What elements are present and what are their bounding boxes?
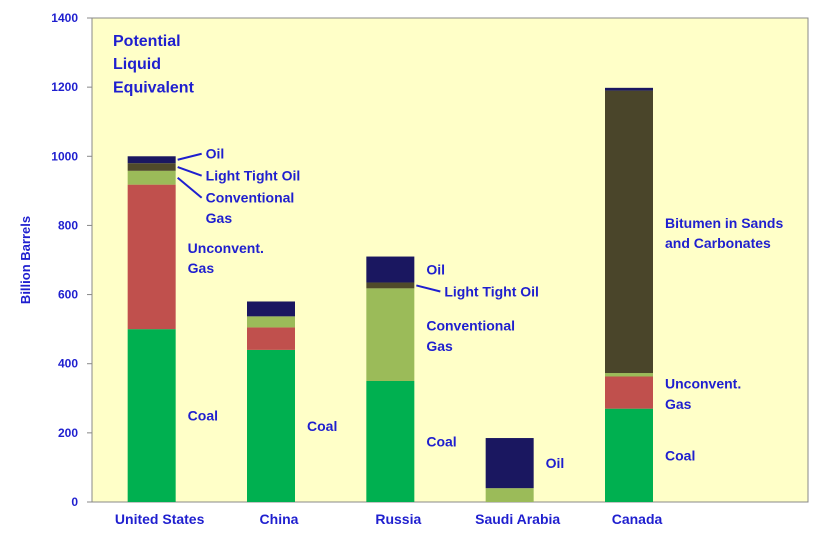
leader-line — [177, 152, 202, 161]
segment-label: Light Tight Oil — [444, 284, 539, 300]
segment-label: Unconvent. Gas — [665, 376, 741, 412]
bar-segment — [247, 316, 295, 328]
segment-label: Conventional Gas — [206, 190, 295, 226]
bar-segment — [366, 256, 415, 283]
bar-segment — [366, 288, 415, 381]
segment-label: Coal — [188, 408, 218, 424]
bar-segment — [605, 87, 653, 91]
segment-label: Oil — [546, 455, 565, 471]
segment-label: Light Tight Oil — [206, 168, 301, 184]
segment-label: Coal — [665, 447, 695, 463]
segment-label: Conventional Gas — [426, 318, 515, 354]
leader-line — [177, 176, 203, 199]
y-tick-label: 1200 — [51, 80, 78, 94]
bar-segment — [247, 327, 295, 350]
y-tick-label: 200 — [58, 426, 78, 440]
bar-segment — [366, 282, 415, 289]
bar-segment — [127, 184, 176, 330]
y-tick-label: 1400 — [51, 11, 78, 25]
bar-segment — [247, 349, 295, 502]
segment-label: Oil — [206, 146, 225, 162]
y-tick-label: 800 — [58, 218, 78, 232]
bar-segment — [605, 373, 653, 377]
leader-line — [177, 166, 203, 177]
leader-line — [416, 284, 441, 293]
bar-segment — [127, 163, 176, 171]
segment-label: Bitumen in Sands and Carbonates — [665, 215, 783, 251]
y-tick-label: 400 — [58, 357, 78, 371]
chart-title: Potential Liquid Equivalent — [113, 33, 195, 96]
segment-label: Unconvent. Gas — [188, 240, 264, 276]
bar-segment — [485, 438, 534, 489]
bar-segment — [605, 90, 653, 374]
segment-label: Oil — [426, 262, 445, 278]
segment-label: Coal — [307, 418, 337, 434]
y-tick-label: 600 — [58, 288, 78, 302]
x-tick-label: Canada — [612, 511, 663, 527]
bar-segment — [127, 170, 176, 185]
bar-segment — [127, 329, 176, 502]
y-axis-label: Billion Barrels — [18, 216, 33, 304]
x-tick-label: United States — [115, 511, 205, 527]
y-tick-label: 1000 — [51, 149, 78, 163]
bar-segment — [605, 376, 653, 409]
x-tick-label: China — [260, 511, 299, 527]
y-tick-label: 0 — [71, 495, 78, 509]
bar-segment — [127, 156, 176, 164]
segment-label: Coal — [426, 434, 456, 450]
bar-segment — [366, 381, 415, 502]
x-tick-label: Saudi Arabia — [475, 511, 560, 527]
bar-segment — [605, 408, 653, 502]
x-tick-label: Russia — [375, 511, 421, 527]
plot-area — [91, 17, 809, 503]
bar-segment — [247, 301, 295, 317]
bar-segment — [485, 488, 534, 502]
